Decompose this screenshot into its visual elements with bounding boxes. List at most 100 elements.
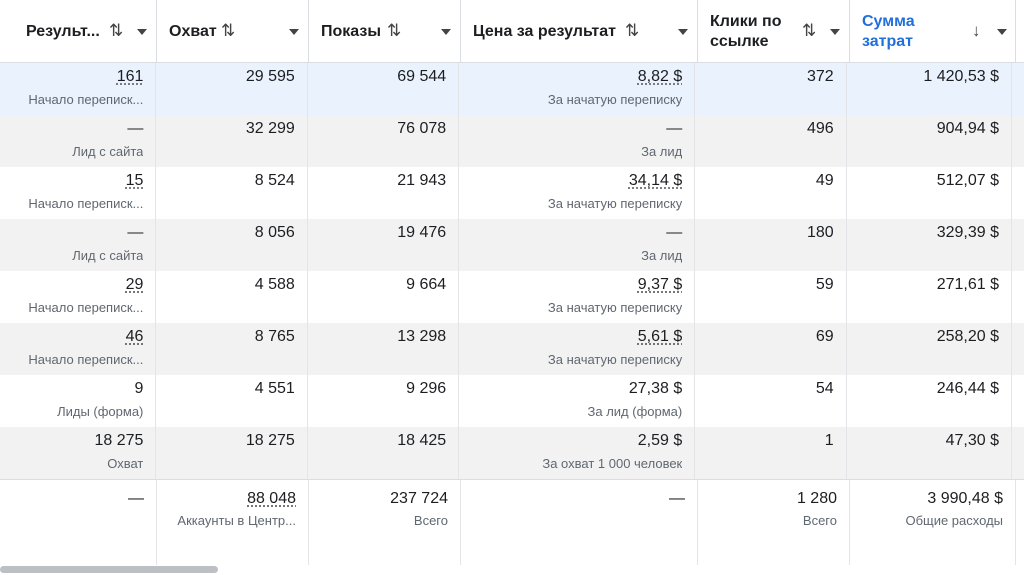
chevron-down-icon[interactable] — [289, 29, 299, 35]
results-value[interactable]: 29 — [125, 276, 144, 293]
link-clicks-value: 180 — [806, 224, 834, 241]
cell-link-clicks: 49 — [695, 167, 847, 219]
chevron-down-icon[interactable] — [678, 29, 688, 35]
results-value: — — [127, 120, 144, 137]
cell-results: — Лид с сайта — [0, 115, 157, 167]
row-spacer — [1012, 271, 1024, 323]
result-type-label: Лиды (форма) — [57, 404, 144, 419]
result-type-label: Начало переписк... — [28, 300, 144, 315]
sort-icon[interactable]: ↓ — [972, 21, 981, 40]
sort-icon[interactable]: ⇅ — [802, 21, 817, 40]
reach-value: 8 056 — [254, 224, 295, 241]
link-clicks-value: 49 — [815, 172, 834, 189]
result-type-label: Начало переписк... — [28, 92, 144, 107]
table-row[interactable]: — Лид с сайта 32 299 76 078 — За лид 496… — [0, 115, 1024, 167]
cell-amount-spent: 329,39 $ — [847, 219, 1012, 271]
link-clicks-value: 496 — [806, 120, 834, 137]
reach-value: 8 524 — [254, 172, 295, 189]
cell-cost-per-result: — За лид — [459, 219, 696, 271]
chevron-down-icon[interactable] — [830, 29, 840, 35]
total-link-clicks-value: 1 280 — [796, 490, 837, 507]
cell-cost-per-result: 27,38 $ За лид (форма) — [459, 375, 696, 427]
table-row[interactable]: 29 Начало переписк... 4 588 9 664 9,37 $… — [0, 271, 1024, 323]
link-clicks-value: 59 — [815, 276, 834, 293]
cell-impressions: 9 296 — [308, 375, 460, 427]
cost-per-result-value[interactable]: 5,61 $ — [637, 328, 683, 345]
total-reach: 88 048 Аккаунты в Центр... — [157, 480, 309, 565]
header-spacer — [1016, 0, 1024, 62]
result-type-label: Лид с сайта — [72, 144, 144, 159]
cell-reach: 8 524 — [156, 167, 308, 219]
table-row[interactable]: 161 Начало переписк... 29 595 69 544 8,8… — [0, 63, 1024, 115]
results-value[interactable]: 46 — [125, 328, 144, 345]
amount-spent-value: 271,61 $ — [936, 276, 999, 293]
cell-reach: 8 056 — [156, 219, 308, 271]
cell-link-clicks: 59 — [695, 271, 847, 323]
column-header-impressions[interactable]: Показы ⇅ — [309, 0, 461, 62]
total-amount-spent: 3 990,48 $ Общие расходы — [850, 480, 1016, 565]
sort-icon[interactable]: ⇅ — [221, 21, 236, 40]
cell-reach: 32 299 — [156, 115, 308, 167]
results-value[interactable]: 15 — [125, 172, 144, 189]
column-header-results[interactable]: Результ... ⇅ — [0, 0, 157, 62]
cost-per-result-value[interactable]: 8,82 $ — [637, 68, 683, 85]
cost-per-result-label: За лид — [641, 248, 683, 263]
cost-per-result-label: За начатую переписку — [547, 92, 683, 107]
column-header-label: Сумма затрат — [862, 12, 915, 52]
results-value[interactable]: 161 — [116, 68, 144, 85]
link-clicks-value: 69 — [815, 328, 834, 345]
impressions-value: 76 078 — [397, 120, 447, 137]
cell-results: 15 Начало переписк... — [0, 167, 157, 219]
cost-per-result-value[interactable]: 34,14 $ — [628, 172, 683, 189]
total-results: — — [0, 480, 157, 565]
cell-cost-per-result: 8,82 $ За начатую переписку — [459, 63, 696, 115]
cell-reach: 4 551 — [156, 375, 308, 427]
column-header-cost-per-result[interactable]: Цена за результат ⇅ — [461, 0, 698, 62]
cost-per-result-label: За охват 1 000 человек — [542, 456, 683, 471]
row-spacer — [1012, 375, 1024, 427]
cell-cost-per-result: 2,59 $ За охват 1 000 человек — [459, 427, 696, 479]
cell-cost-per-result: — За лид — [459, 115, 696, 167]
row-spacer — [1012, 219, 1024, 271]
cell-link-clicks: 1 — [695, 427, 847, 479]
amount-spent-value: 47,30 $ — [945, 432, 999, 449]
cost-per-result-label: За лид (форма) — [587, 404, 683, 419]
table-row[interactable]: 46 Начало переписк... 8 765 13 298 5,61 … — [0, 323, 1024, 375]
totals-row: — 88 048 Аккаунты в Центр... 237 724 Все… — [0, 479, 1024, 565]
cell-cost-per-result: 9,37 $ За начатую переписку — [459, 271, 696, 323]
cell-link-clicks: 372 — [695, 63, 847, 115]
sort-icon[interactable]: ⇅ — [387, 21, 402, 40]
sort-icon[interactable]: ⇅ — [625, 21, 640, 40]
total-reach-value[interactable]: 88 048 — [247, 490, 296, 507]
horizontal-scrollbar[interactable] — [0, 566, 218, 573]
column-header-label-line1: Клики по — [710, 13, 782, 30]
cost-per-result-label: За начатую переписку — [547, 196, 683, 211]
column-header-label: Цена за результат — [473, 23, 616, 40]
cost-per-result-value: — — [666, 120, 683, 137]
column-header-reach[interactable]: Охват ⇅ — [157, 0, 309, 62]
chevron-down-icon[interactable] — [441, 29, 451, 35]
table-row[interactable]: 15 Начало переписк... 8 524 21 943 34,14… — [0, 167, 1024, 219]
cost-per-result-value: 2,59 $ — [637, 432, 683, 449]
column-header-amount-spent[interactable]: Сумма затрат ↓ — [850, 0, 1016, 62]
total-link-clicks-label: Всего — [802, 513, 837, 528]
sort-icon[interactable]: ⇅ — [109, 21, 124, 40]
cell-amount-spent: 246,44 $ — [847, 375, 1012, 427]
cell-reach: 8 765 — [156, 323, 308, 375]
table-row[interactable]: — Лид с сайта 8 056 19 476 — За лид 180 … — [0, 219, 1024, 271]
cell-cost-per-result: 34,14 $ За начатую переписку — [459, 167, 696, 219]
reach-value: 4 551 — [254, 380, 295, 397]
chevron-down-icon[interactable] — [997, 29, 1007, 35]
column-header-link-clicks[interactable]: Клики по ссылке ⇅ — [698, 0, 850, 62]
total-results-value: — — [128, 490, 144, 507]
cell-reach: 4 588 — [156, 271, 308, 323]
column-header-label: Клики по ссылке — [710, 12, 782, 52]
table-row[interactable]: 9 Лиды (форма) 4 551 9 296 27,38 $ За ли… — [0, 375, 1024, 427]
total-cost-per-result-value: — — [669, 490, 685, 507]
table-row[interactable]: 18 275 Охват 18 275 18 425 2,59 $ За охв… — [0, 427, 1024, 479]
chevron-down-icon[interactable] — [137, 29, 147, 35]
cell-results: 161 Начало переписк... — [0, 63, 157, 115]
cost-per-result-value[interactable]: 9,37 $ — [637, 276, 683, 293]
results-value: — — [127, 224, 144, 241]
